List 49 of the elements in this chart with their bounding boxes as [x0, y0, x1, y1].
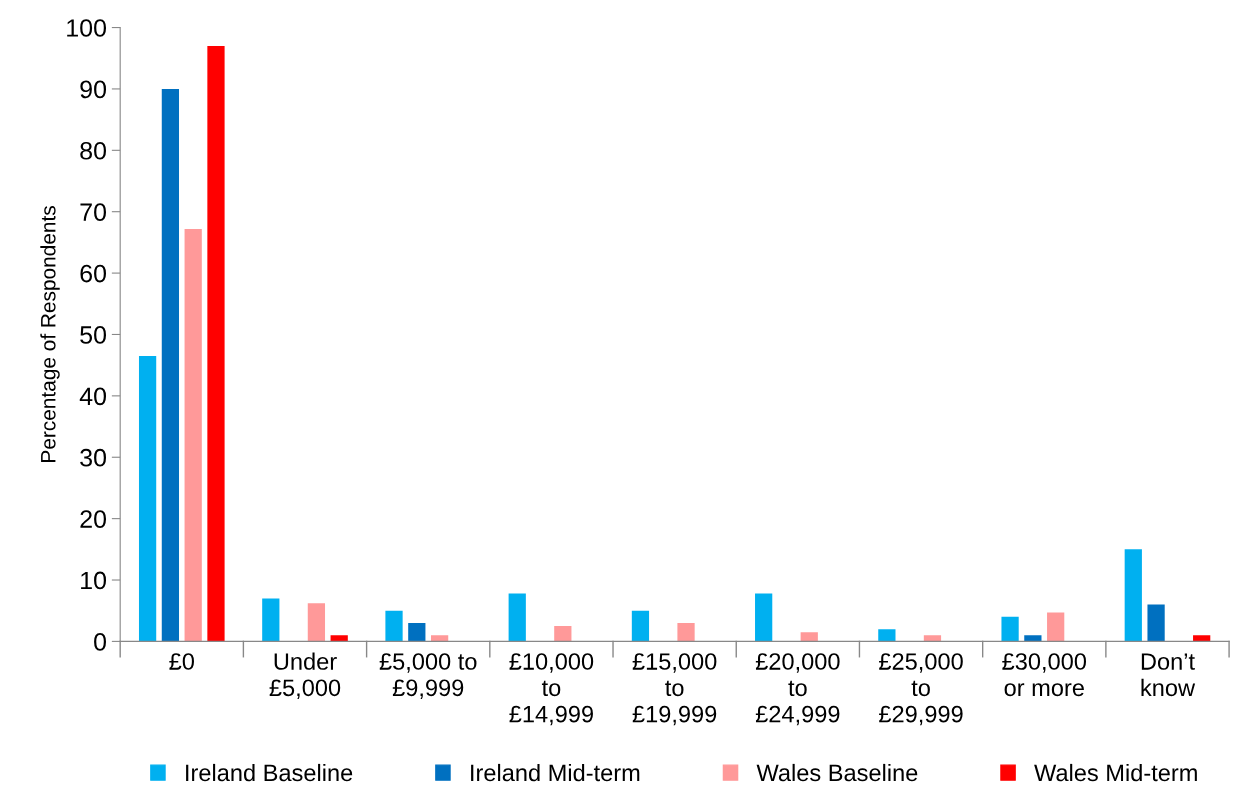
bar: [508, 593, 526, 642]
bar: [878, 629, 896, 642]
legend-label: Ireland Baseline: [186, 763, 353, 782]
y-tick-label: 0: [94, 633, 107, 651]
y-tick-label: 50: [80, 326, 107, 344]
y-tick-label: 30: [80, 448, 107, 467]
bar: [385, 610, 403, 642]
bar: [1124, 549, 1142, 642]
y-tick-label: 100: [67, 19, 107, 37]
bar: [430, 635, 449, 642]
bar: [1047, 612, 1065, 642]
x-tick-label: £5,000 to £9,999: [379, 653, 477, 699]
x-tick-label: £10,000 to £14,999: [509, 653, 594, 726]
bar: [262, 598, 280, 642]
y-tick-label: 40: [79, 387, 107, 406]
bar: [138, 355, 157, 642]
bar: [554, 626, 572, 642]
x-tick-label: £30,000 or more: [1002, 653, 1087, 697]
y-tick-label: 90: [80, 80, 107, 99]
x-tick-label: £20,000 to £24,999: [755, 653, 840, 726]
legend-label: Ireland Mid-term: [471, 763, 640, 782]
bar: [1001, 616, 1019, 642]
bar: [1024, 635, 1042, 642]
legend-label: Wales Baseline: [756, 763, 918, 782]
y-axis-title: Percentage of Respondents: [40, 206, 60, 462]
bar: [161, 88, 180, 642]
y-tick-label: 20: [80, 510, 107, 528]
y-tick-label: 60: [80, 264, 107, 283]
x-tick-label: £0: [169, 653, 194, 670]
bar: [330, 635, 348, 642]
bar: [800, 632, 818, 642]
bar: [207, 45, 225, 642]
x-tick-label: £15,000 to £19,999: [632, 653, 717, 726]
legend-label: Wales Mid-term: [1034, 763, 1197, 782]
bar: [923, 635, 942, 642]
x-tick-label: £25,000 to £29,999: [879, 653, 963, 726]
x-tick-label: Under £5,000: [269, 652, 341, 699]
y-tick-label: 80: [80, 141, 107, 160]
y-tick-label: 10: [81, 571, 107, 590]
bar: [677, 622, 695, 642]
bar: [408, 622, 426, 642]
y-tick-label: 70: [80, 203, 107, 222]
bar: [307, 603, 326, 642]
bar: [1147, 604, 1165, 642]
x-tick-label: Don’t know: [1141, 653, 1196, 697]
bar: [1193, 635, 1211, 642]
bar: [631, 610, 650, 642]
bar: [755, 593, 773, 642]
bar: [184, 228, 202, 642]
